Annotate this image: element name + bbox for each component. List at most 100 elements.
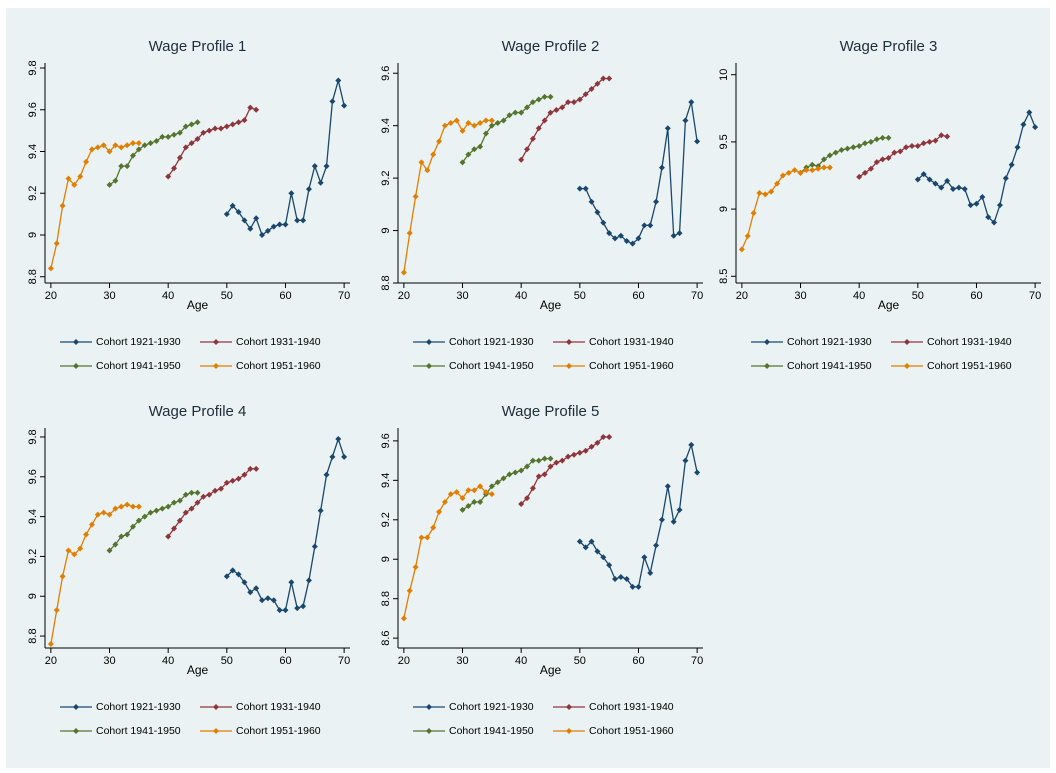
marker	[653, 542, 660, 549]
y-tick-label: 9.6	[380, 66, 392, 81]
marker	[135, 140, 142, 147]
marker	[914, 142, 921, 149]
legend-marker	[904, 339, 910, 345]
marker	[253, 215, 260, 222]
marker	[688, 99, 695, 106]
x-axis-label: Age	[187, 298, 209, 312]
marker	[471, 146, 478, 153]
legend-marker	[213, 363, 219, 369]
x-tick-label: 30	[456, 290, 468, 302]
marker	[500, 117, 507, 124]
marker	[873, 159, 880, 166]
x-tick-label: 20	[736, 290, 748, 302]
marker	[570, 451, 577, 458]
marker	[253, 585, 260, 592]
marker	[594, 548, 601, 555]
marker	[100, 142, 107, 149]
marker	[171, 165, 178, 172]
marker	[477, 499, 484, 506]
marker	[920, 140, 927, 147]
marker	[938, 184, 945, 191]
marker	[300, 603, 307, 610]
x-tick-label: 50	[221, 655, 233, 667]
marker	[459, 159, 466, 166]
marker	[785, 169, 792, 176]
marker	[341, 102, 348, 109]
legend-marker	[426, 339, 432, 345]
marker	[223, 211, 230, 218]
marker	[494, 120, 501, 127]
marker	[647, 570, 654, 577]
legend-label: Cohort 1931-1940	[589, 701, 674, 713]
marker	[623, 575, 630, 582]
marker	[488, 122, 495, 129]
marker	[212, 125, 219, 132]
chart-title: Wage Profile 3	[840, 38, 938, 55]
x-tick-label: 20	[45, 655, 57, 667]
marker	[71, 181, 78, 188]
subplot: Wage Profile 4 8.8 9 9.2 9.4 9.6 9.8 20 30 40 50 60…	[27, 403, 350, 737]
marker	[165, 173, 172, 180]
legend-marker	[426, 704, 432, 710]
marker	[967, 202, 974, 209]
marker	[529, 457, 536, 464]
marker	[182, 509, 189, 516]
marker	[194, 499, 201, 506]
marker	[506, 112, 513, 119]
legend-marker	[764, 363, 770, 369]
legend-marker	[426, 363, 432, 369]
marker	[47, 265, 54, 272]
marker	[294, 605, 301, 612]
marker	[471, 487, 478, 494]
marker	[541, 117, 548, 124]
marker	[129, 152, 136, 159]
marker	[529, 99, 536, 106]
y-tick-label: 9.2	[27, 186, 39, 201]
marker	[996, 202, 1003, 209]
legend-marker	[566, 363, 572, 369]
marker	[482, 130, 489, 137]
marker	[135, 503, 142, 510]
legend-label: Cohort 1941-1950	[96, 360, 181, 372]
marker	[270, 597, 277, 604]
legend-label: Cohort 1921-1930	[787, 336, 872, 348]
y-tick-label: 9	[380, 556, 392, 562]
marker	[217, 125, 224, 132]
marker	[171, 499, 178, 506]
x-tick-label: 60	[632, 290, 644, 302]
marker	[600, 219, 607, 226]
marker	[809, 167, 816, 174]
marker	[418, 534, 425, 541]
marker	[482, 489, 489, 496]
marker	[247, 589, 254, 596]
marker	[276, 607, 283, 614]
series-line	[403, 485, 493, 619]
marker	[541, 93, 548, 100]
legend-marker	[566, 339, 572, 345]
marker	[118, 163, 125, 170]
marker	[553, 106, 560, 113]
legend-label: Cohort 1921-1930	[449, 701, 534, 713]
marker	[124, 501, 131, 508]
y-tick-label: 9.6	[27, 469, 39, 484]
marker	[588, 85, 595, 92]
marker	[217, 485, 224, 492]
marker	[88, 521, 95, 528]
marker	[955, 184, 962, 191]
marker	[635, 583, 642, 590]
y-tick-label: 8.8	[380, 591, 392, 606]
marker	[506, 471, 513, 478]
legend-label: Cohort 1951-1960	[927, 360, 1012, 372]
marker	[891, 149, 898, 156]
marker	[809, 161, 816, 168]
marker	[774, 180, 781, 187]
x-tick-label: 70	[691, 655, 703, 667]
marker	[897, 148, 904, 155]
marker	[235, 209, 242, 216]
marker	[288, 190, 295, 197]
marker	[820, 156, 827, 163]
marker	[241, 579, 248, 586]
marker	[973, 200, 980, 207]
marker	[985, 214, 992, 221]
marker	[641, 554, 648, 561]
